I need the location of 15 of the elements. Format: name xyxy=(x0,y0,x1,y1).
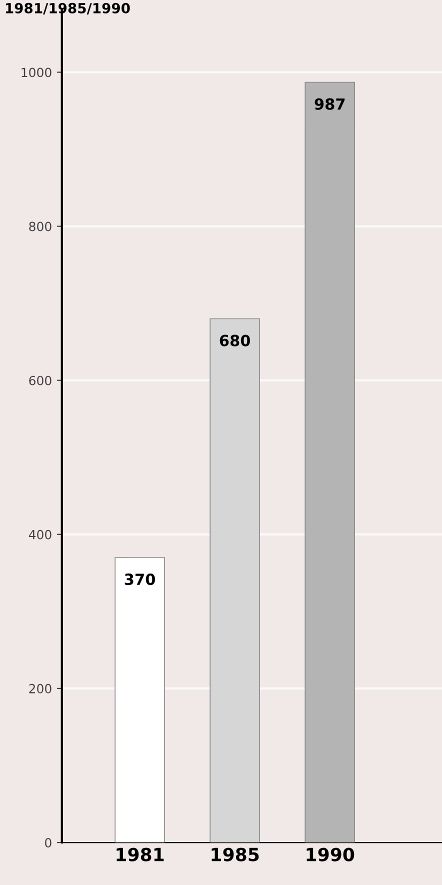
y-tick-label: 200 xyxy=(29,684,52,694)
bar xyxy=(210,318,260,843)
x-tick-label: 1990 xyxy=(306,848,354,862)
y-tick-label: 0 xyxy=(45,838,52,848)
bar xyxy=(304,82,355,843)
chart-title: 1981/1985/1990 xyxy=(6,2,130,14)
data-label: 680 xyxy=(220,334,250,346)
x-tick-label: 1981 xyxy=(116,848,164,862)
x-tick-label: 1985 xyxy=(212,848,259,862)
data-label: 370 xyxy=(124,574,156,586)
y-tick-label: 600 xyxy=(29,376,52,386)
y-tick-label: 1000 xyxy=(22,68,52,78)
y-tick-label: 400 xyxy=(28,530,52,540)
y-tick-label: 800 xyxy=(29,222,52,232)
data-label: 987 xyxy=(314,98,345,110)
